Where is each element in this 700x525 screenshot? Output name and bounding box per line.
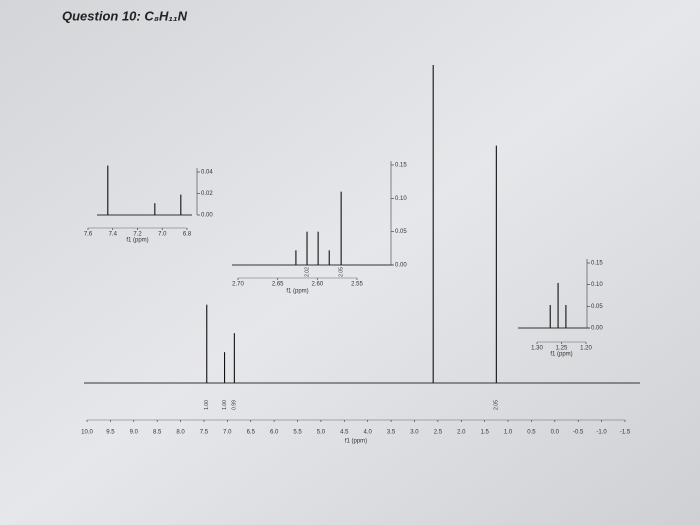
x-tick-label: 6.5	[247, 430, 256, 436]
x-tick-label: 4.5	[340, 430, 349, 436]
x-tick-label: 7.0	[158, 232, 167, 238]
y-tick-label: 0.10	[395, 196, 407, 202]
integral-label: 2.05	[338, 267, 344, 277]
x-axis-label: f1 (ppm)	[286, 289, 308, 295]
x-tick-label: 9.5	[106, 430, 115, 436]
x-tick-label: 3.0	[410, 430, 419, 436]
x-tick-label: 2.65	[272, 282, 284, 288]
x-tick-label: 1.5	[480, 430, 489, 436]
x-tick-label: 7.0	[223, 430, 232, 436]
x-tick-label: 2.5	[434, 430, 443, 436]
y-tick-label: 0.04	[201, 170, 213, 176]
x-tick-label: 7.4	[109, 232, 118, 238]
y-tick-label: 0.02	[201, 191, 213, 197]
x-tick-label: 6.8	[183, 232, 192, 238]
x-tick-label: -0.5	[573, 430, 584, 436]
y-tick-label: 0.05	[395, 229, 407, 235]
x-tick-label: 7.6	[84, 232, 93, 238]
x-tick-label: 7.5	[200, 430, 209, 436]
x-tick-label: -1.5	[620, 430, 631, 436]
x-tick-label: 2.70	[232, 282, 244, 288]
integral-label: 2.05	[494, 400, 500, 410]
y-tick-label: 0.10	[591, 282, 603, 288]
y-tick-label: 0.00	[395, 263, 407, 269]
x-tick-label: 5.0	[317, 430, 326, 436]
x-tick-label: 7.2	[133, 232, 142, 238]
x-tick-label: 1.30	[531, 346, 543, 352]
integral-label: 0.99	[232, 400, 238, 410]
y-tick-label: 0.15	[395, 163, 407, 169]
y-tick-label: 0.00	[201, 213, 213, 219]
x-tick-label: 8.5	[153, 430, 162, 436]
y-tick-label: 0.00	[591, 326, 603, 332]
x-axis-label: f1 (ppm)	[126, 238, 148, 244]
x-axis-label: f1 (ppm)	[345, 439, 367, 445]
x-tick-label: 4.0	[364, 430, 373, 436]
integral-label: 2.02	[304, 267, 310, 277]
x-tick-label: 2.55	[351, 282, 363, 288]
x-tick-label: 3.5	[387, 430, 396, 436]
x-axis-label: f1 (ppm)	[550, 352, 572, 358]
integral-label: 1.00	[204, 400, 210, 410]
x-tick-label: 1.20	[580, 346, 592, 352]
x-tick-label: 1.25	[556, 346, 568, 352]
x-tick-label: 1.0	[504, 430, 513, 436]
x-tick-label: 0.0	[551, 430, 560, 436]
y-tick-label: 0.15	[591, 261, 603, 267]
integral-label: 1.00	[222, 400, 228, 410]
y-tick-label: 0.05	[591, 304, 603, 310]
chart-title: Question 10: C₈H₁₁N	[62, 8, 188, 23]
x-tick-label: 9.0	[130, 430, 139, 436]
x-tick-label: 0.5	[527, 430, 536, 436]
x-tick-label: 8.0	[176, 430, 185, 436]
x-tick-label: 2.60	[311, 282, 323, 288]
x-tick-label: 6.0	[270, 430, 279, 436]
x-tick-label: 2.0	[457, 430, 466, 436]
x-tick-label: -1.0	[596, 430, 607, 436]
x-tick-label: 5.5	[293, 430, 302, 436]
x-tick-label: 10.0	[81, 430, 93, 436]
